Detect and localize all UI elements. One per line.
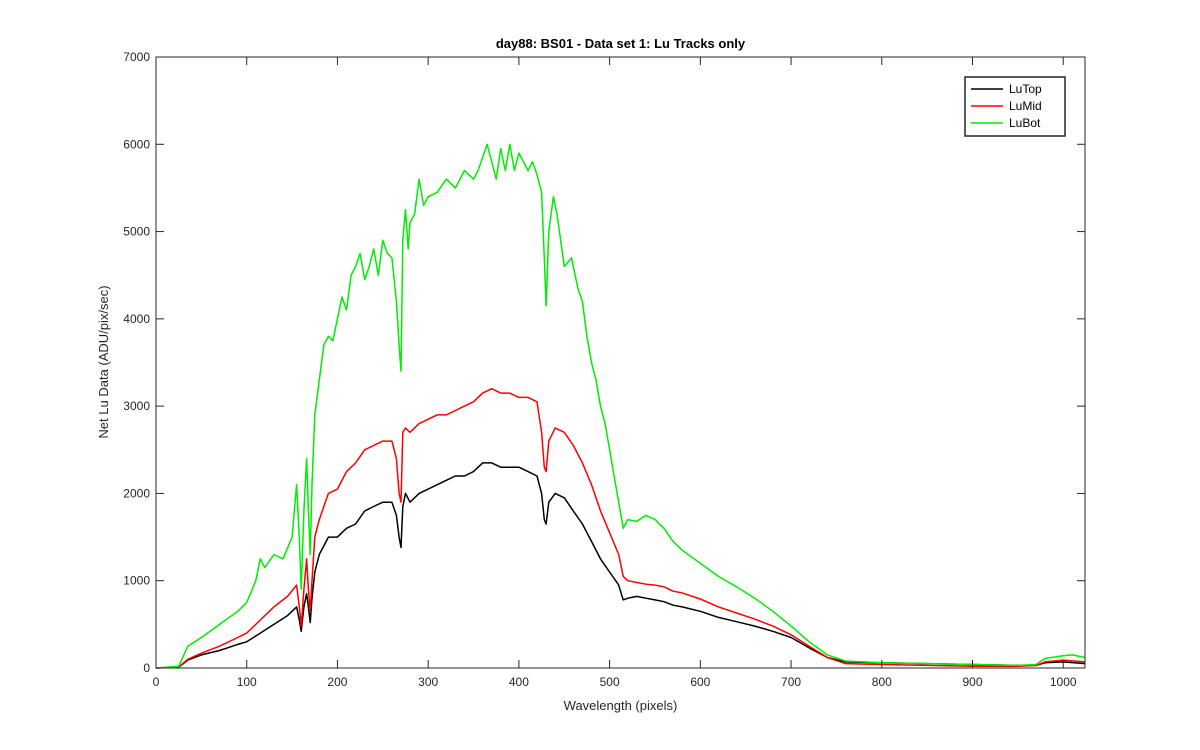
x-tick-label: 600 xyxy=(690,675,710,689)
plot-area xyxy=(155,143,1086,669)
y-tick-label: 3000 xyxy=(123,399,150,413)
x-axis-title: Wavelength (pixels) xyxy=(564,698,678,713)
x-tick-label: 800 xyxy=(872,675,892,689)
x-tick-label: 300 xyxy=(418,675,438,689)
y-tick-label: 1000 xyxy=(123,574,150,588)
y-tick-label: 2000 xyxy=(123,486,150,500)
legend-label: LuMid xyxy=(1009,99,1042,113)
x-tick-label: 200 xyxy=(327,675,347,689)
x-tick-label: 700 xyxy=(781,675,801,689)
x-tick-label: 900 xyxy=(962,675,982,689)
y-tick-label: 4000 xyxy=(123,312,150,326)
plot-frame xyxy=(155,56,1086,669)
x-tick-label: 400 xyxy=(509,675,529,689)
y-tick-label: 7000 xyxy=(123,50,150,64)
series-line-lubot xyxy=(155,143,1086,669)
x-tick-label: 500 xyxy=(600,675,620,689)
y-tick-label: 5000 xyxy=(123,225,150,239)
x-tick-label: 100 xyxy=(237,675,257,689)
series-line-lutop xyxy=(155,462,1086,669)
legend-label: LuBot xyxy=(1009,116,1041,130)
series-line-lumid xyxy=(155,387,1086,669)
legend-label: LuTop xyxy=(1009,82,1042,96)
axis-ticks: 0 100 200 300 400 500 600 700 800 900 1000 0 1000 200… xyxy=(123,50,1085,689)
x-tick-label: 1000 xyxy=(1050,675,1077,689)
x-tick-label: 0 xyxy=(153,675,160,689)
chart-title: day88: BS01 - Data set 1: Lu Tracks only xyxy=(496,36,746,51)
legend: LuTop LuMid LuBot xyxy=(964,76,1066,137)
y-axis-title: Net Lu Data (ADU/pix/sec) xyxy=(96,285,111,438)
y-tick-label: 6000 xyxy=(123,137,150,151)
y-tick-label: 0 xyxy=(143,661,150,675)
